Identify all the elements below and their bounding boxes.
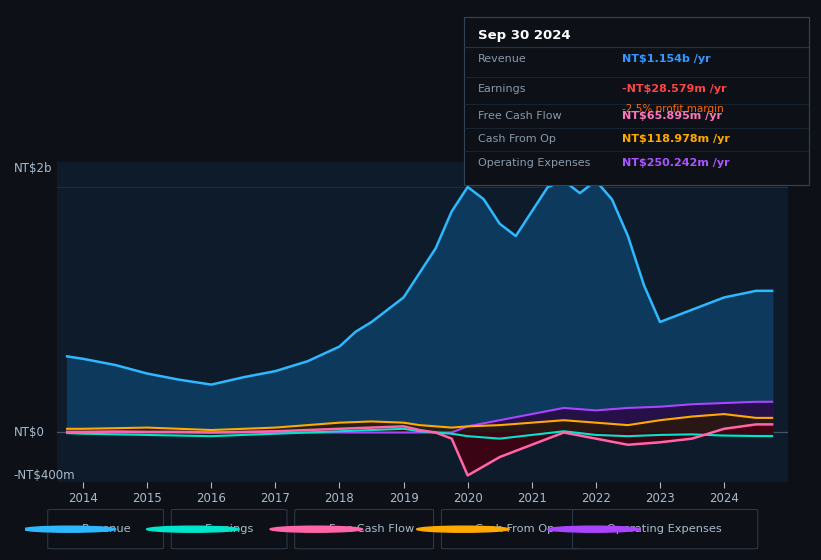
Circle shape: [548, 526, 640, 532]
Text: NT$65.895m /yr: NT$65.895m /yr: [622, 111, 722, 121]
Text: -NT$400m: -NT$400m: [14, 469, 76, 482]
Circle shape: [270, 526, 363, 532]
FancyBboxPatch shape: [172, 510, 287, 549]
Text: Cash From Op: Cash From Op: [475, 524, 555, 534]
Text: Revenue: Revenue: [82, 524, 131, 534]
Text: Sep 30 2024: Sep 30 2024: [478, 29, 571, 41]
Circle shape: [147, 526, 239, 532]
Text: Free Cash Flow: Free Cash Flow: [478, 111, 562, 121]
Text: NT$2b: NT$2b: [14, 162, 52, 175]
Text: Earnings: Earnings: [205, 524, 255, 534]
Text: -NT$28.579m /yr: -NT$28.579m /yr: [622, 84, 727, 94]
Text: Cash From Op: Cash From Op: [478, 134, 556, 144]
FancyBboxPatch shape: [442, 510, 580, 549]
FancyBboxPatch shape: [295, 510, 433, 549]
FancyBboxPatch shape: [572, 510, 758, 549]
Text: Revenue: Revenue: [478, 54, 526, 64]
Text: Earnings: Earnings: [478, 84, 526, 94]
Text: NT$1.154b /yr: NT$1.154b /yr: [622, 54, 711, 64]
FancyBboxPatch shape: [48, 510, 163, 549]
FancyBboxPatch shape: [464, 17, 809, 185]
Text: NT$250.242m /yr: NT$250.242m /yr: [622, 158, 730, 168]
Circle shape: [417, 526, 509, 532]
Text: Free Cash Flow: Free Cash Flow: [328, 524, 414, 534]
Text: NT$0: NT$0: [14, 426, 44, 439]
Text: -2.5% profit margin: -2.5% profit margin: [622, 104, 724, 114]
Text: Operating Expenses: Operating Expenses: [478, 158, 590, 168]
Circle shape: [23, 526, 116, 532]
Text: Operating Expenses: Operating Expenses: [607, 524, 722, 534]
Text: NT$118.978m /yr: NT$118.978m /yr: [622, 134, 731, 144]
